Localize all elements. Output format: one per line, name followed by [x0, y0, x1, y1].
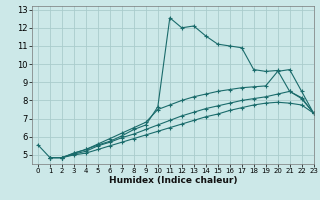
X-axis label: Humidex (Indice chaleur): Humidex (Indice chaleur) [108, 176, 237, 185]
